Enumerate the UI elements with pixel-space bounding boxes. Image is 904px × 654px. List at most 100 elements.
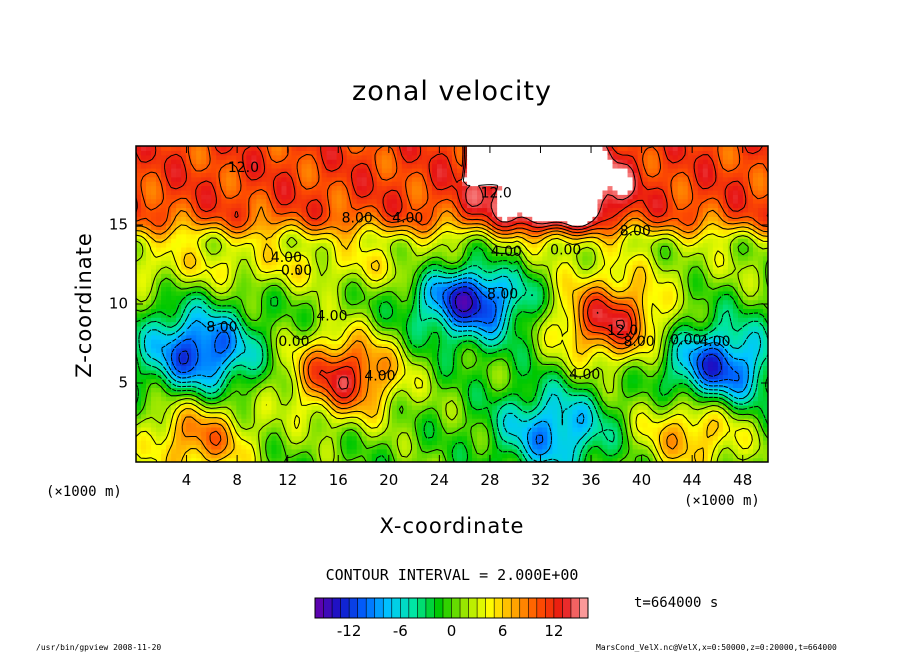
heatmap-cell: [502, 330, 508, 336]
heatmap-cell: [371, 343, 378, 349]
heatmap-cell: [421, 339, 428, 345]
heatmap-cell: [462, 317, 468, 323]
heatmap-cell: [482, 365, 488, 371]
heatmap-cell: [552, 365, 558, 371]
heatmap-cell: [702, 330, 709, 336]
heatmap-cell: [707, 457, 714, 462]
heatmap-cell: [612, 330, 619, 336]
heatmap-cell: [517, 369, 523, 375]
heatmap-cell: [482, 374, 488, 380]
heatmap-cell: [632, 413, 639, 419]
heatmap-cell: [517, 325, 523, 331]
heatmap-cell: [316, 339, 323, 345]
heatmap-cell: [256, 321, 262, 327]
heatmap-cell: [682, 308, 689, 314]
heatmap-cell: [191, 317, 197, 323]
heatmap-cell: [507, 404, 513, 410]
heatmap-cell: [687, 299, 694, 305]
heatmap-cell: [301, 325, 308, 331]
heatmap-cell: [376, 347, 383, 353]
heatmap-cell: [752, 365, 759, 371]
heatmap-cell: [457, 457, 463, 462]
heatmap-cell: [206, 444, 212, 450]
heatmap-cell: [532, 378, 538, 384]
heatmap-cell: [662, 343, 669, 349]
heatmap-cell: [637, 330, 644, 336]
heatmap-cell: [652, 295, 659, 301]
heatmap-cell: [612, 356, 619, 362]
heatmap-cell: [331, 286, 338, 292]
heatmap-cell: [181, 325, 187, 331]
heatmap-cell: [557, 422, 563, 428]
heatmap-cell: [647, 409, 654, 415]
heatmap-cell: [637, 387, 644, 393]
heatmap-cell: [286, 378, 293, 384]
heatmap-cell: [441, 321, 448, 327]
heatmap-cell: [752, 400, 759, 406]
heatmap-cell: [211, 404, 217, 410]
heatmap-cell: [577, 347, 584, 353]
heatmap-cell: [687, 400, 694, 406]
heatmap-cell: [221, 396, 227, 402]
heatmap-cell: [452, 343, 458, 349]
heatmap-cell: [331, 422, 338, 428]
heatmap-cell: [577, 440, 584, 446]
heatmap-cell: [452, 418, 458, 424]
heatmap-cell: [597, 426, 604, 432]
heatmap-cell: [657, 365, 664, 371]
heatmap-cell: [416, 343, 423, 349]
heatmap-cell: [712, 334, 719, 340]
heatmap-cell: [572, 448, 578, 454]
heatmap-cell: [236, 365, 242, 371]
heatmap-cell: [542, 435, 548, 441]
heatmap-cell: [431, 343, 438, 349]
heatmap-cell: [497, 435, 503, 441]
heatmap-cell: [567, 343, 573, 349]
heatmap-cell: [497, 304, 503, 309]
heatmap-cell: [702, 312, 709, 318]
heatmap-cell: [587, 304, 594, 309]
heatmap-cell: [622, 396, 629, 402]
heatmap-cell: [672, 400, 679, 406]
heatmap-cell: [642, 435, 649, 441]
heatmap-cell: [542, 444, 548, 450]
heatmap-cell: [737, 361, 744, 367]
heatmap-cell: [361, 400, 368, 406]
heatmap-cell: [321, 347, 328, 353]
heatmap-cell: [522, 286, 528, 292]
heatmap-cell: [662, 308, 669, 314]
heatmap-cell: [281, 365, 288, 371]
heatmap-cell: [687, 444, 694, 450]
heatmap-cell: [687, 321, 694, 327]
heatmap-cell: [416, 426, 423, 432]
heatmap-cell: [336, 308, 343, 314]
heatmap-cell: [421, 387, 428, 393]
heatmap-cell: [261, 343, 268, 349]
heatmap-cell: [136, 457, 142, 462]
heatmap-cell: [522, 356, 528, 362]
heatmap-cell: [497, 321, 503, 327]
heatmap-cell: [211, 378, 217, 384]
heatmap-cell: [216, 317, 222, 323]
heatmap-cell: [301, 295, 308, 301]
heatmap-cell: [141, 339, 147, 345]
heatmap-cell: [371, 383, 378, 388]
heatmap-cell: [752, 317, 759, 323]
heatmap-cell: [381, 400, 388, 406]
heatmap-cell: [752, 431, 759, 437]
heatmap-cell: [632, 361, 639, 367]
heatmap-cell: [291, 330, 298, 336]
heatmap-cell: [156, 321, 162, 327]
heatmap-cell: [692, 365, 699, 371]
heatmap-cell: [371, 435, 378, 441]
heatmap-cell: [421, 404, 428, 410]
heatmap-cell: [652, 396, 659, 402]
heatmap-cell: [286, 321, 293, 327]
heatmap-cell: [757, 295, 764, 301]
heatmap-cell: [386, 369, 393, 375]
heatmap-cell: [226, 321, 232, 327]
heatmap-cell: [386, 352, 393, 358]
heatmap-cell: [161, 347, 167, 353]
heatmap-cell: [421, 304, 428, 309]
heatmap-cell: [482, 457, 488, 462]
